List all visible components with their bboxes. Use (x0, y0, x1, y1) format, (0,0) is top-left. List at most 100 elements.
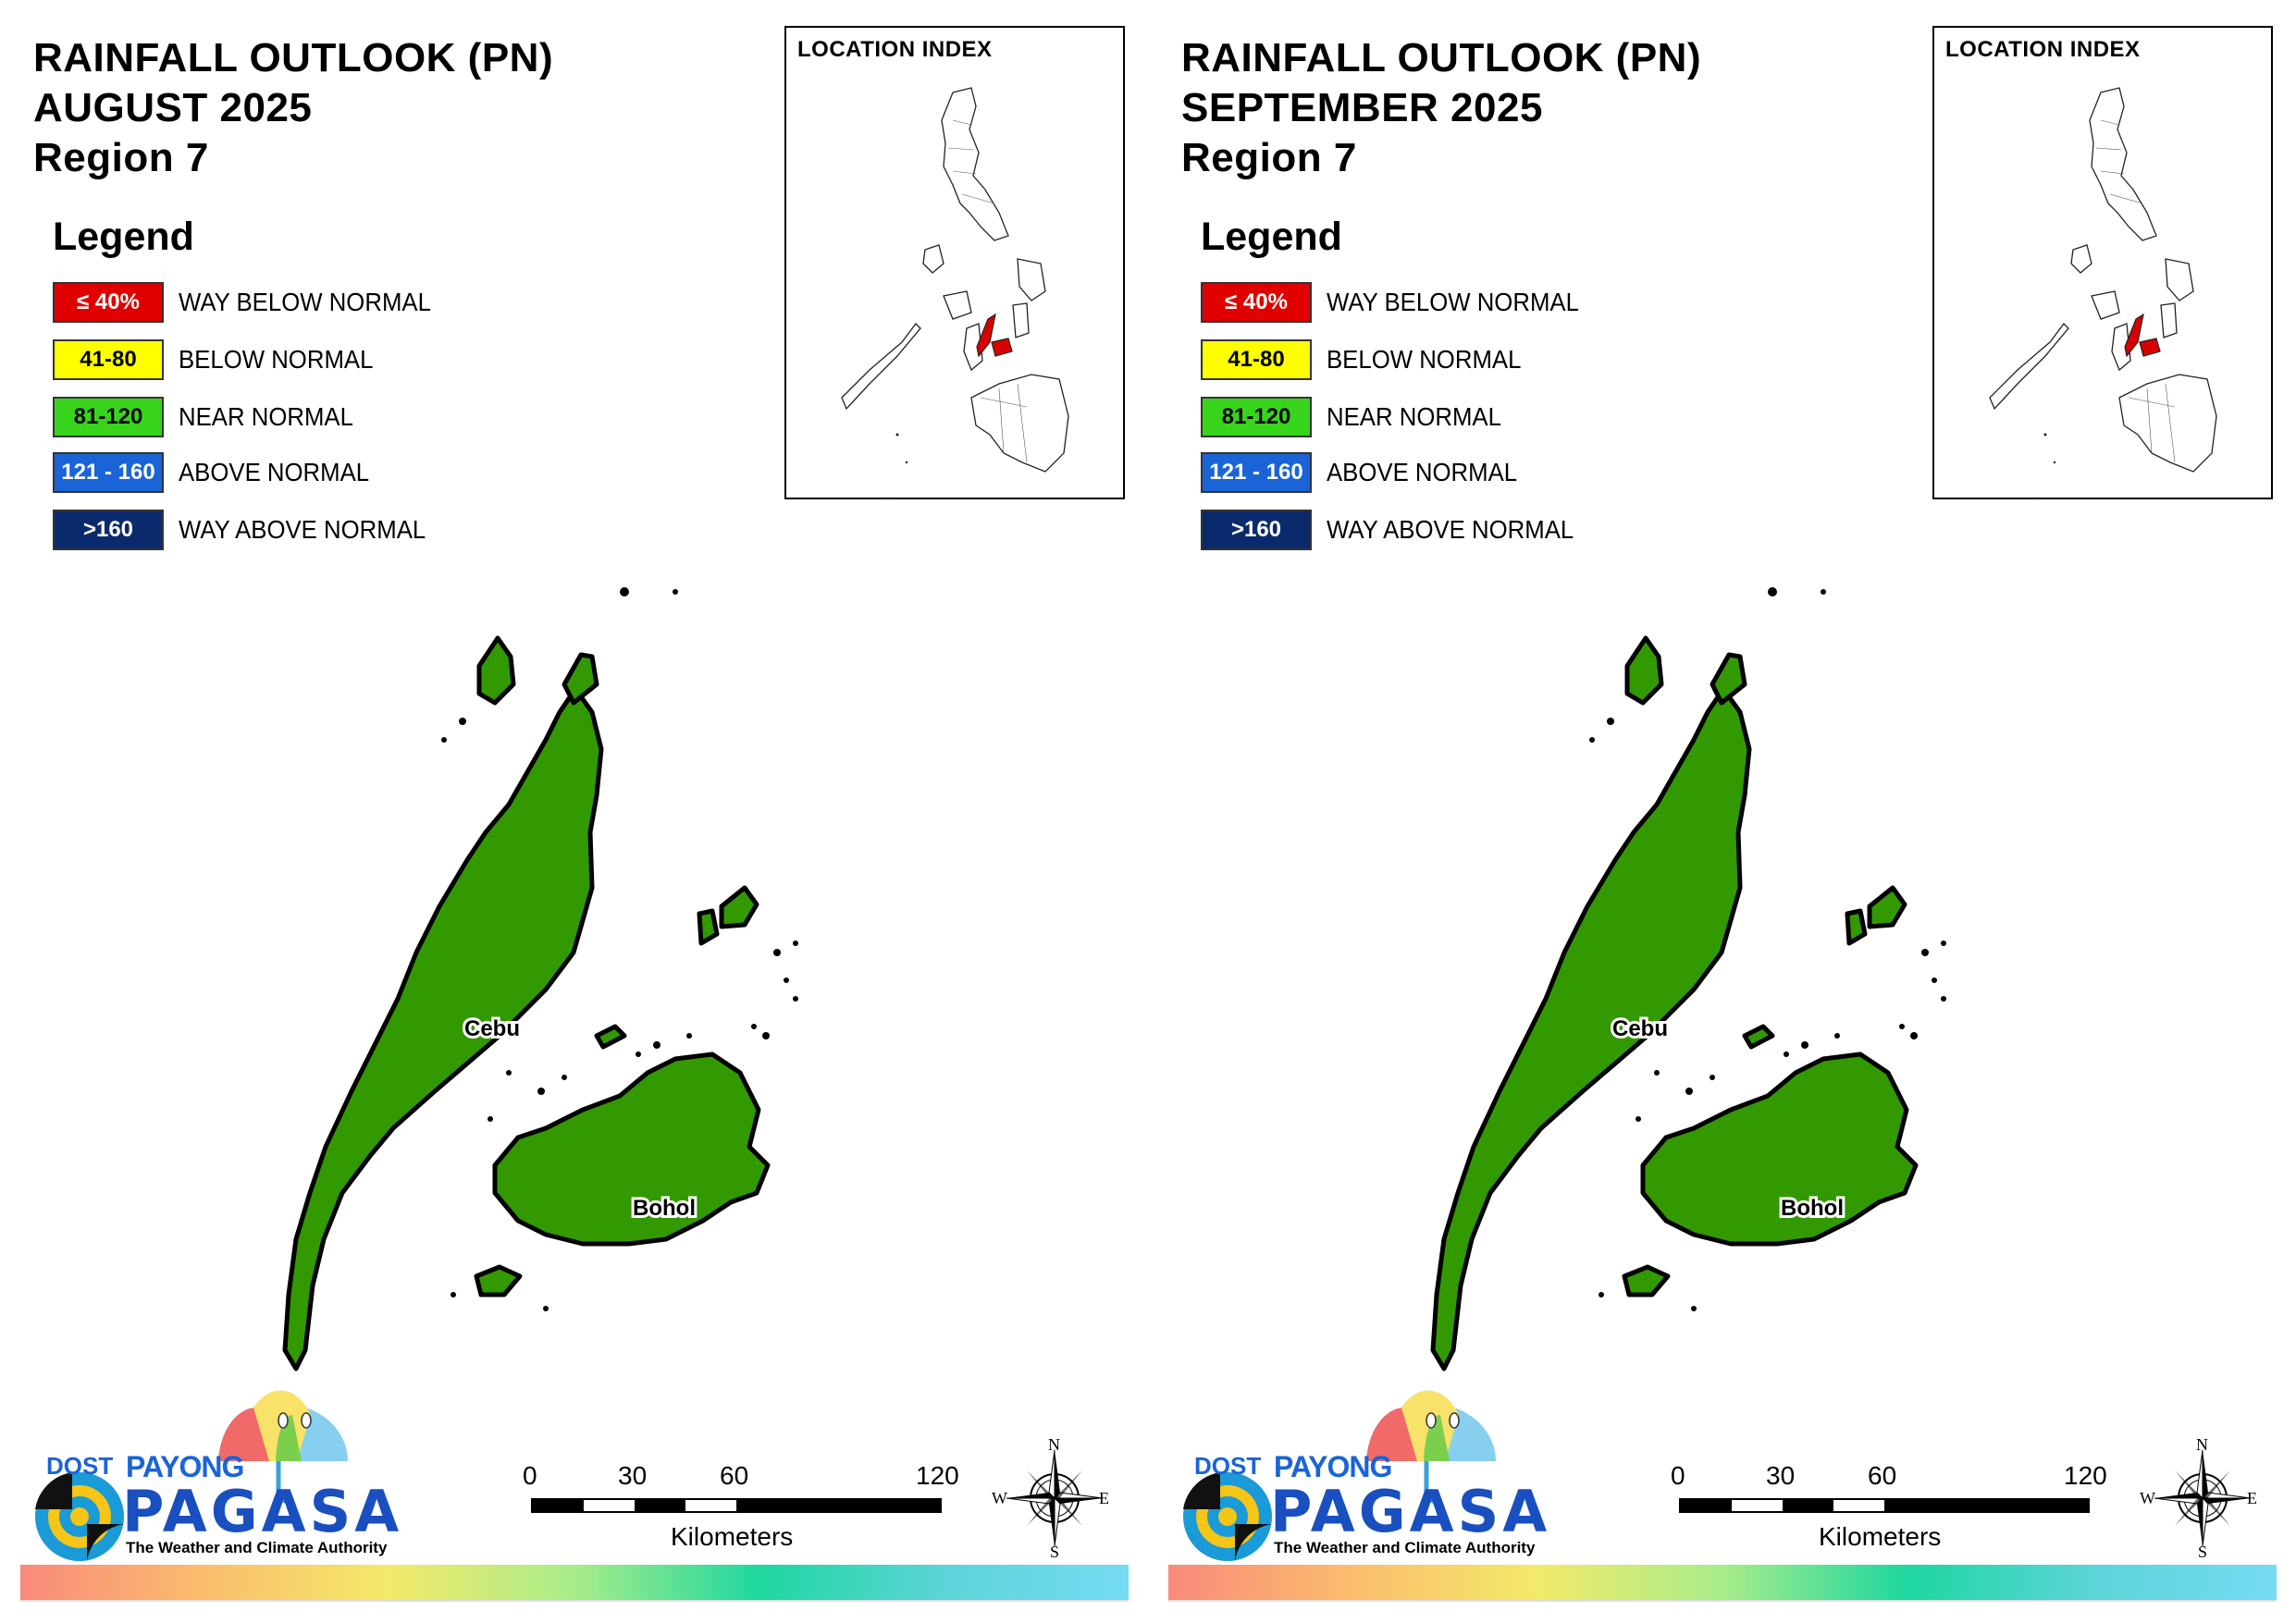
compass-e: E (1099, 1489, 1109, 1507)
negros-outline (2111, 323, 2131, 372)
location-index-title: LOCATION INDEX (1945, 37, 2141, 62)
outlook-panel-august: RAINFALL OUTLOOK (PN) AUGUST 2025 Region… (20, 26, 1129, 1602)
mindoro-outline (922, 244, 944, 274)
legend-swatch: 81-120 (53, 397, 164, 437)
scale-bar-segments (531, 1498, 942, 1513)
legend-item-way-above-normal: >160 WAY ABOVE NORMAL (1201, 509, 1595, 551)
legend-item-below-normal: 41-80 BELOW NORMAL (1201, 338, 1538, 381)
scale-tick-60: 60 (720, 1461, 749, 1490)
cebu-label-text: Cebu (1612, 1016, 1668, 1041)
location-index-title: LOCATION INDEX (797, 37, 993, 62)
philippines-index-map (1989, 87, 2217, 499)
scale-bar: 0 30 60 120 Kilometers (1666, 1461, 2110, 1563)
samar-outline (1017, 258, 1046, 301)
camotes-island (1867, 885, 1907, 929)
north-cebu-tip (1710, 652, 1747, 706)
panglao-island (1622, 1264, 1671, 1297)
bantayan-island (1624, 635, 1664, 706)
region7-highlight-bohol (991, 338, 1013, 357)
region7-map: Cebu Cebu Bohol Bohol (1430, 587, 1946, 1371)
payong-pagasa-logo: DOST PAYONG PAGASA The Weather and Clima… (1181, 1387, 1551, 1563)
legend-heading: Legend (53, 215, 194, 259)
mindanao-outline (2118, 374, 2217, 473)
north-cebu-tip (562, 652, 599, 706)
legend-item-near-normal: 81-120 NEAR NORMAL (53, 396, 368, 438)
legend-swatch: 81-120 (1201, 397, 1312, 437)
bohol-label-text: Bohol (1781, 1196, 1844, 1221)
compass-e: E (2247, 1489, 2257, 1507)
scale-tick-120: 120 (2064, 1461, 2107, 1490)
olango-island (1742, 1024, 1775, 1050)
logo-payong-text: PAYONG (1274, 1450, 1392, 1483)
logo-pagasa-text: PAGASA (1270, 1478, 1551, 1545)
cebu-label: Cebu (464, 1016, 520, 1041)
scale-tick-0: 0 (523, 1461, 537, 1490)
scale-tick-120: 120 (916, 1461, 959, 1490)
leyte-outline (2160, 302, 2178, 338)
title-line-2: SEPTEMBER 2025 (1181, 85, 1543, 130)
negros-outline (963, 323, 983, 372)
bohol-province (1640, 1051, 1919, 1247)
logo-tagline: The Weather and Climate Authority (1274, 1539, 1536, 1556)
bohol-label: Bohol (633, 1196, 696, 1221)
logo-payong-text: PAYONG (126, 1450, 244, 1483)
compass-w: W (992, 1489, 1007, 1507)
legend-swatch: >160 (53, 510, 164, 550)
legend-label: WAY BELOW NORMAL (1327, 288, 1579, 316)
compass-w: W (2140, 1489, 2155, 1507)
scale-unit: Kilometers (671, 1522, 794, 1551)
bohol-label-text: Bohol (633, 1196, 696, 1221)
footer-gradient-bar (20, 1565, 1129, 1600)
map-title: RAINFALL OUTLOOK (PN) SEPTEMBER 2025 Reg… (1181, 33, 1701, 183)
legend-swatch: 121 - 160 (53, 452, 164, 493)
footer-line (20, 1600, 1129, 1602)
outlook-panel-september: RAINFALL OUTLOOK (PN) SEPTEMBER 2025 Reg… (1148, 0, 2296, 1623)
logo-dost-text: DOST (46, 1452, 114, 1480)
panay-outline (2091, 290, 2120, 320)
legend-item-above-normal: 121 - 160 ABOVE NORMAL (1201, 451, 1534, 494)
legend-label: BELOW NORMAL (1327, 345, 1522, 374)
panglao-island (474, 1264, 523, 1297)
panay-outline (943, 290, 972, 320)
scale-tick-60: 60 (1868, 1461, 1897, 1490)
title-line-3: Region 7 (1181, 135, 1357, 180)
title-line-3: Region 7 (33, 135, 209, 180)
legend-item-way-below-normal: ≤ 40% WAY BELOW NORMAL (1201, 281, 1601, 324)
palawan-outline (1989, 323, 2069, 411)
map-title: RAINFALL OUTLOOK (PN) AUGUST 2025 Region… (33, 33, 553, 183)
compass-rose-icon: N E S W (2140, 1435, 2258, 1561)
legend-item-above-normal: 121 - 160 ABOVE NORMAL (53, 451, 386, 494)
legend-label: NEAR NORMAL (1327, 402, 1501, 431)
location-index-box: LOCATION INDEX (784, 26, 1125, 499)
scale-unit: Kilometers (1819, 1522, 1942, 1551)
scale-tick-30: 30 (1766, 1461, 1796, 1490)
legend-heading: Legend (1201, 215, 1342, 259)
cebu-label-text: Cebu (464, 1016, 520, 1041)
cebu-label: Cebu (1612, 1016, 1668, 1041)
legend-label: WAY ABOVE NORMAL (1327, 515, 1574, 544)
logo-graphic (35, 1390, 348, 1561)
cebu-province (282, 686, 604, 1371)
legend-item-near-normal: 81-120 NEAR NORMAL (1201, 396, 1516, 438)
legend-swatch: 41-80 (53, 339, 164, 380)
compass-n: N (2196, 1435, 2208, 1454)
camotes-island-2 (1845, 908, 1868, 946)
legend-label: BELOW NORMAL (179, 345, 374, 374)
legend-label: ABOVE NORMAL (179, 458, 370, 486)
compass-s: S (1050, 1543, 1060, 1561)
location-index-box: LOCATION INDEX (1932, 26, 2273, 499)
bohol-province (492, 1051, 771, 1247)
legend-item-below-normal: 41-80 BELOW NORMAL (53, 338, 390, 381)
scale-bar: 0 30 60 120 Kilometers (518, 1461, 962, 1563)
footer-line (1168, 1600, 2277, 1602)
logo-graphic (1183, 1390, 1496, 1561)
luzon-outline (2089, 87, 2157, 241)
compass-n: N (1048, 1435, 1060, 1454)
olango-island (594, 1024, 627, 1050)
scale-tick-30: 30 (618, 1461, 648, 1490)
title-line-2: AUGUST 2025 (33, 85, 313, 130)
footer-gradient-bar (1168, 1565, 2277, 1600)
scale-bar-segments (1679, 1498, 2090, 1513)
legend-label: WAY ABOVE NORMAL (179, 515, 426, 544)
legend-swatch: >160 (1201, 510, 1312, 550)
